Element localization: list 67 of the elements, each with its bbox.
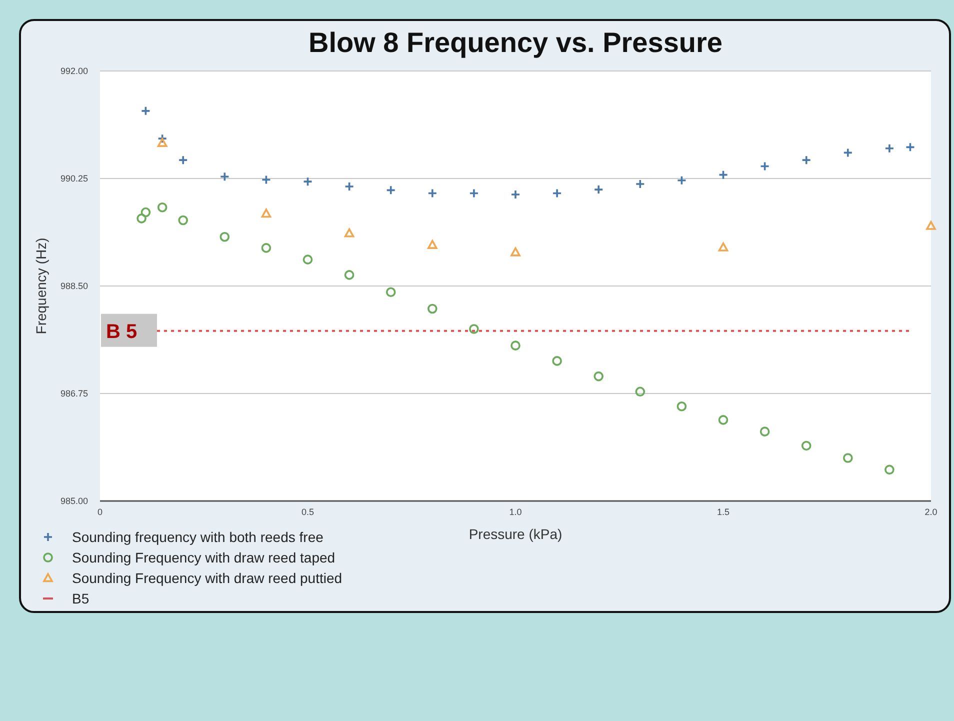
point — [428, 240, 438, 249]
point — [469, 324, 479, 334]
point — [510, 190, 520, 200]
point — [469, 188, 479, 198]
x-tick-label: 2.0 — [924, 507, 938, 517]
point — [594, 184, 604, 194]
point — [157, 134, 168, 144]
y-tick-label: 990.25 — [60, 174, 88, 184]
chart-title: Blow 8 Frequency vs. Pressure — [308, 27, 722, 58]
point — [428, 188, 438, 198]
point — [261, 208, 272, 218]
point — [843, 148, 853, 158]
point — [302, 254, 313, 264]
point — [718, 415, 728, 425]
point — [801, 155, 812, 165]
point — [635, 386, 646, 397]
point — [157, 202, 168, 212]
x-axis-title: Pressure (kPa) — [468, 526, 562, 542]
point — [760, 426, 770, 436]
y-tick-label: 985.00 — [60, 496, 88, 506]
point — [344, 182, 354, 192]
point — [801, 440, 812, 451]
point — [178, 155, 188, 165]
point — [344, 228, 354, 238]
point — [552, 188, 562, 198]
point — [594, 371, 604, 382]
point — [136, 214, 146, 224]
point — [140, 106, 151, 116]
point — [718, 242, 728, 252]
x-tick-label: 1.5 — [716, 507, 730, 517]
point — [344, 270, 354, 280]
point — [261, 243, 272, 253]
legend-label: Sounding frequency with both reeds free — [72, 529, 324, 545]
point — [843, 453, 853, 463]
legend-label: Sounding Frequency with draw reed puttied — [72, 570, 342, 586]
point — [302, 176, 313, 186]
point — [220, 232, 230, 242]
y-tick-label: 992.00 — [60, 66, 88, 76]
point — [157, 138, 168, 147]
point — [510, 340, 520, 350]
point — [718, 170, 728, 180]
point — [510, 247, 520, 256]
annotation: B 5 — [106, 320, 138, 343]
y-tick-label: 986.75 — [60, 388, 88, 398]
point — [676, 402, 687, 412]
legend-label: Sounding Frequency with draw reed taped — [72, 550, 336, 566]
x-tick-label: 1.0 — [509, 507, 522, 517]
point — [386, 185, 396, 196]
point — [220, 172, 230, 182]
point — [552, 356, 562, 366]
point — [905, 142, 916, 152]
point — [635, 179, 646, 189]
x-tick-label: 0.5 — [301, 507, 314, 517]
point — [140, 207, 151, 218]
point — [884, 464, 894, 475]
y-axis-title: Frequency (Hz) — [33, 238, 49, 334]
point — [178, 215, 188, 226]
point — [884, 144, 894, 154]
point — [676, 175, 687, 186]
x-tick-label: 0 — [97, 507, 103, 517]
y-tick-label: 988.50 — [60, 281, 88, 291]
point — [386, 287, 396, 298]
point — [760, 161, 770, 172]
point — [261, 174, 272, 185]
point — [428, 304, 438, 314]
point — [926, 220, 936, 230]
legend-label: B5 — [72, 590, 90, 606]
